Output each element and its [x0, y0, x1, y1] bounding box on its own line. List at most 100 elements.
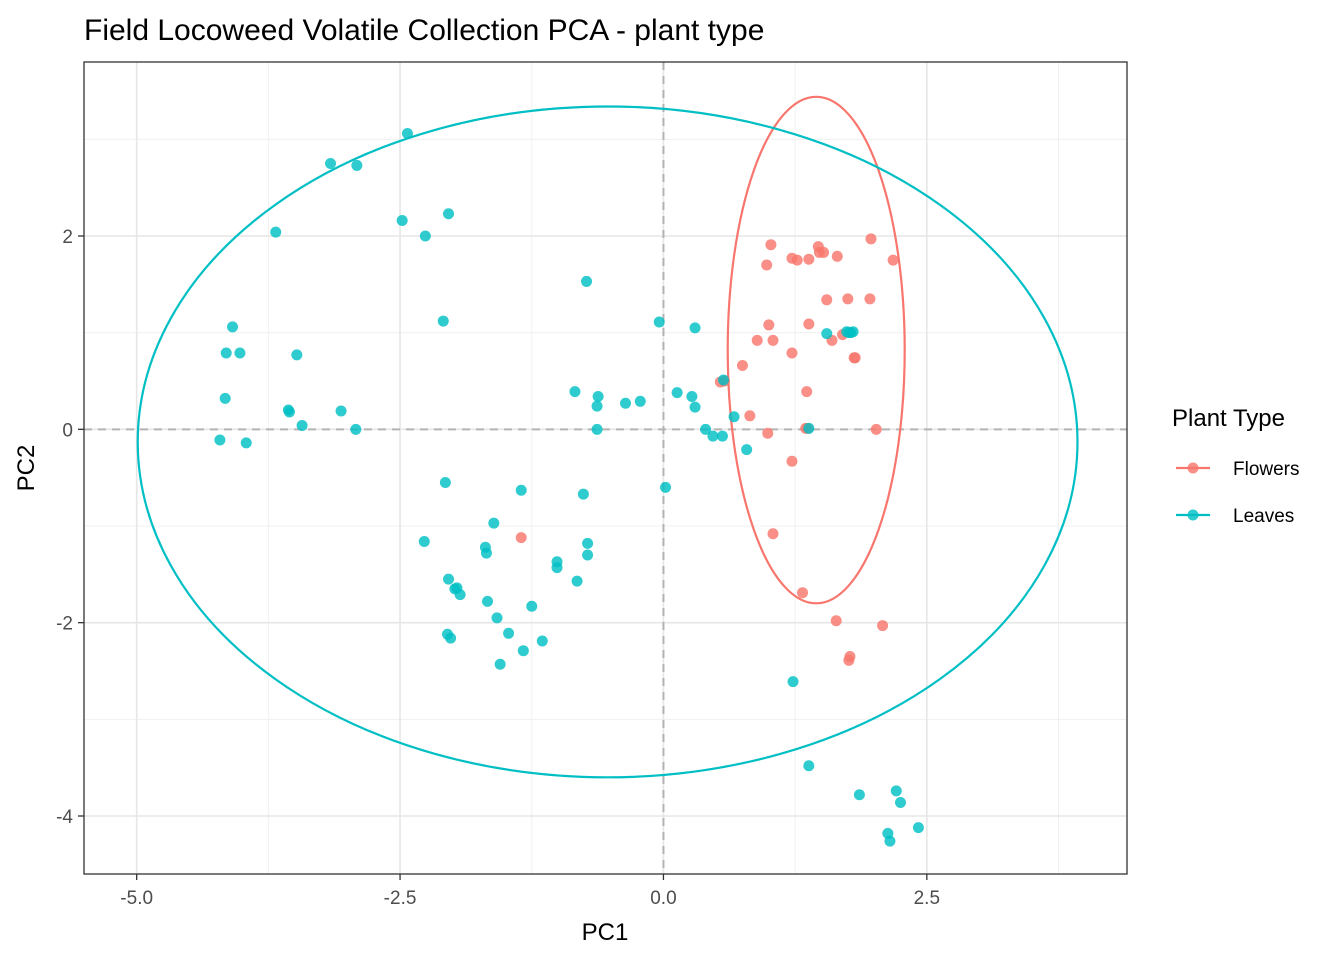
- point-leaves: [291, 349, 303, 361]
- point-leaves: [577, 488, 589, 500]
- point-leaves: [443, 573, 455, 585]
- point-leaves: [234, 347, 246, 359]
- y-tick-label: 2: [62, 227, 73, 248]
- chart-title: Field Locoweed Volatile Collection PCA -…: [84, 14, 764, 47]
- point-leaves: [351, 159, 363, 171]
- point-leaves: [491, 612, 503, 624]
- point-leaves: [270, 226, 282, 238]
- point-leaves: [717, 374, 729, 386]
- point-leaves: [325, 158, 337, 169]
- point-flowers: [797, 587, 809, 599]
- point-leaves: [884, 835, 896, 847]
- point-leaves: [653, 316, 665, 328]
- point-flowers: [763, 319, 775, 331]
- x-tick-label: 2.5: [914, 888, 940, 909]
- legend-key-point: [1187, 509, 1199, 521]
- point-leaves: [853, 789, 865, 801]
- point-leaves: [419, 230, 431, 242]
- plot-border: [83, 61, 1128, 875]
- point-leaves: [707, 430, 719, 442]
- point-flowers: [864, 293, 876, 305]
- point-leaves: [571, 575, 583, 587]
- point-leaves: [515, 484, 527, 496]
- point-leaves: [482, 595, 494, 607]
- plot-panel: [84, 62, 1127, 874]
- point-leaves: [700, 423, 712, 435]
- y-axis-ticks: -4 -2 0 2: [56, 227, 84, 828]
- y-tick-label: -2: [56, 614, 73, 635]
- point-flowers: [786, 347, 798, 359]
- point-flowers: [865, 233, 877, 245]
- y-axis-title: PC2: [13, 445, 40, 492]
- point-leaves: [480, 547, 492, 559]
- legend-label-flowers: Flowers: [1233, 459, 1300, 480]
- point-leaves: [716, 430, 728, 442]
- point-leaves: [350, 423, 362, 435]
- point-leaves: [503, 627, 515, 639]
- point-leaves: [437, 315, 449, 327]
- x-tick-label: 0.0: [650, 888, 676, 909]
- point-leaves: [536, 635, 548, 647]
- point-leaves: [689, 322, 701, 334]
- point-leaves: [728, 411, 740, 423]
- point-leaves: [591, 423, 603, 435]
- legend-key-point: [1187, 462, 1199, 474]
- point-leaves: [634, 395, 646, 407]
- data-points: [214, 128, 924, 847]
- point-flowers: [801, 386, 813, 398]
- x-axis-title: PC1: [582, 919, 629, 946]
- point-flowers: [887, 254, 899, 266]
- point-leaves: [396, 215, 408, 227]
- point-flowers: [803, 318, 815, 330]
- point-leaves: [803, 760, 815, 772]
- point-leaves: [620, 397, 632, 409]
- x-tick-label: -2.5: [384, 888, 417, 909]
- point-leaves: [454, 589, 466, 601]
- point-leaves: [581, 275, 593, 287]
- point-leaves: [418, 535, 430, 547]
- point-leaves: [894, 796, 906, 808]
- point-leaves: [890, 785, 902, 797]
- point-leaves: [488, 517, 500, 529]
- point-leaves: [227, 321, 239, 333]
- point-leaves: [443, 208, 455, 220]
- point-flowers: [803, 253, 815, 265]
- point-leaves: [671, 387, 683, 399]
- point-leaves: [660, 481, 672, 493]
- ellipse-flowers: [726, 95, 906, 605]
- point-flowers: [786, 252, 798, 264]
- legend: Plant Type Flowers Leaves: [1172, 405, 1300, 527]
- x-tick-label: -5.0: [120, 888, 153, 909]
- point-leaves: [821, 328, 833, 340]
- point-leaves: [591, 400, 603, 412]
- point-flowers: [821, 294, 833, 306]
- point-leaves: [551, 562, 563, 574]
- point-leaves: [494, 658, 506, 670]
- point-leaves: [517, 645, 529, 657]
- point-flowers: [736, 360, 748, 372]
- point-flowers: [767, 334, 779, 346]
- point-leaves: [296, 419, 308, 431]
- point-flowers: [765, 239, 777, 251]
- ellipse-leaves: [136, 105, 1079, 779]
- minor-gridlines: [84, 62, 1127, 874]
- point-flowers: [813, 246, 825, 258]
- legend-title: Plant Type: [1172, 405, 1285, 432]
- point-flowers: [831, 250, 843, 262]
- point-flowers: [744, 410, 756, 422]
- point-flowers: [786, 455, 798, 467]
- point-leaves: [845, 327, 857, 339]
- point-leaves: [401, 128, 413, 140]
- point-leaves: [335, 405, 347, 417]
- point-leaves: [689, 401, 701, 413]
- point-leaves: [741, 444, 753, 456]
- point-flowers: [762, 427, 774, 439]
- point-leaves: [803, 422, 815, 434]
- point-leaves: [912, 822, 924, 834]
- legend-label-leaves: Leaves: [1233, 506, 1294, 527]
- point-flowers: [830, 615, 842, 627]
- point-leaves: [220, 347, 232, 359]
- point-flowers: [515, 532, 527, 544]
- x-axis-ticks: -5.0 -2.5 0.0 2.5: [120, 874, 940, 909]
